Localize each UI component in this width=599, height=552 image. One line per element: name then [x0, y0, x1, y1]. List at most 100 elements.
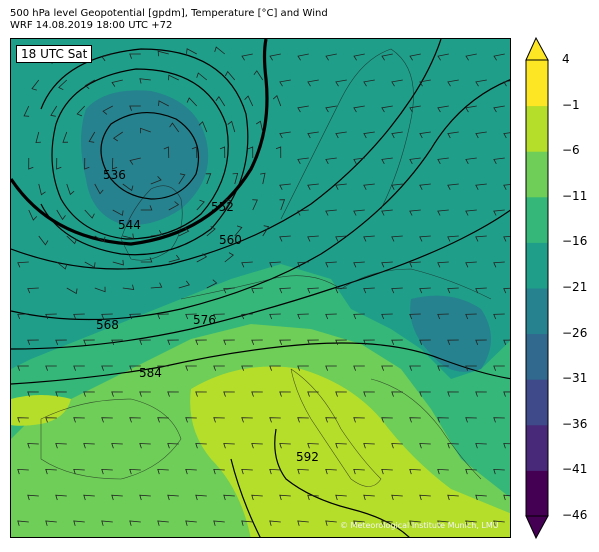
- wind-barb: [101, 313, 113, 320]
- colorbar-tick-label: 4: [562, 52, 570, 66]
- wind-barb: [391, 287, 403, 294]
- wind-barb: [325, 105, 337, 113]
- colorbar-band: [526, 424, 548, 471]
- wind-barb: [325, 468, 337, 475]
- wind-barb: [196, 253, 208, 263]
- wind-barb: [17, 365, 29, 371]
- wind-barb: [503, 184, 510, 190]
- coastline-italy: [290, 368, 382, 487]
- wind-barb: [493, 53, 505, 61]
- wind-barb: [297, 53, 309, 61]
- wind-barb: [297, 105, 309, 113]
- coastline-iberia: [40, 398, 182, 480]
- wind-barb: [475, 391, 487, 397]
- wind-barb: [409, 53, 421, 61]
- wind-barb: [17, 313, 29, 320]
- wind-barb: [247, 146, 254, 159]
- wind-barb: [28, 209, 38, 221]
- wind-barb: [84, 79, 95, 90]
- colorbar-band: [526, 151, 548, 198]
- wind-barb: [35, 131, 41, 144]
- wind-barb: [251, 287, 263, 294]
- wind-barb: [307, 391, 319, 397]
- wind-barb: [381, 520, 393, 526]
- wind-barb: [139, 443, 151, 449]
- wind-barb: [140, 257, 153, 263]
- contour-592b: [230, 458, 261, 537]
- wind-barb: [62, 131, 69, 143]
- wind-barb: [139, 391, 151, 397]
- wind-barb: [129, 105, 141, 111]
- wind-barb: [465, 157, 477, 164]
- wind-barb: [465, 53, 477, 61]
- wind-barb: [437, 157, 449, 164]
- wind-barb: [437, 261, 449, 268]
- wind-barb: [223, 443, 235, 449]
- wind-barb: [297, 417, 309, 423]
- wind-barb: [45, 468, 57, 475]
- wind-barb: [50, 105, 58, 117]
- wind-barb: [195, 443, 207, 449]
- wind-barb: [475, 183, 487, 190]
- wind-barb: [419, 443, 431, 449]
- wind-barb: [447, 131, 459, 139]
- wind-barb: [168, 254, 181, 263]
- wind-barb: [437, 53, 449, 61]
- colorbar-band: [526, 470, 548, 517]
- wind-barb: [219, 146, 226, 159]
- wind-barb: [27, 339, 39, 345]
- wind-barb: [493, 209, 505, 216]
- wind-barb: [307, 79, 319, 87]
- wind-barb: [150, 230, 163, 237]
- wind-barb: [111, 494, 123, 501]
- wind-barb: [83, 443, 95, 449]
- wind-barb: [112, 209, 124, 216]
- wind-barb: [45, 365, 57, 371]
- map-canvas: 536 544 552 560 568 576 584 592: [11, 39, 510, 537]
- wind-barb: [409, 468, 421, 475]
- wind-barb: [279, 391, 291, 397]
- copyright-text: © Meteorological Institute Munich, LMU: [340, 521, 499, 530]
- wind-barb: [279, 287, 291, 294]
- wind-barb: [381, 53, 393, 61]
- wind-barb: [353, 53, 365, 61]
- wind-barb: [335, 287, 347, 294]
- wind-barb: [157, 520, 169, 526]
- chart-title-line-1: 500 hPa level Geopotential [gpdm], Tempe…: [10, 8, 328, 19]
- contour-label-576: 576: [193, 313, 216, 327]
- wind-barb: [391, 235, 403, 242]
- wind-barb: [169, 122, 180, 133]
- wind-barb: [73, 468, 85, 475]
- wind-barb: [223, 494, 235, 501]
- wind-barb: [475, 79, 487, 87]
- wind-barb: [157, 417, 169, 423]
- wind-barb: [157, 468, 169, 475]
- wind-barb: [66, 183, 75, 196]
- wind-barb: [94, 183, 104, 195]
- wind-barb: [58, 79, 68, 91]
- wind-barb: [139, 494, 151, 501]
- wind-barb: [269, 520, 281, 526]
- wind-barb: [391, 443, 403, 449]
- wind-barb: [241, 313, 253, 320]
- wind-barb: [101, 520, 113, 526]
- wind-barb: [27, 391, 39, 397]
- wind-barb: [409, 209, 421, 216]
- contour-label-552: 552: [211, 200, 234, 214]
- colorbar-over-triangle: [525, 36, 549, 61]
- wind-barb: [129, 468, 141, 475]
- wind-barb: [335, 339, 347, 345]
- wind-barb: [140, 205, 153, 211]
- wind-barb: [391, 183, 403, 190]
- colorbar-band: [526, 105, 548, 152]
- wind-barb: [493, 261, 505, 268]
- wind-barb: [363, 443, 375, 449]
- colorbar-tick-label: −6: [562, 143, 580, 158]
- wind-barb: [139, 339, 151, 345]
- wind-barb: [279, 183, 291, 190]
- wind-barb: [206, 279, 218, 289]
- wind-barb: [150, 176, 162, 185]
- wind-barb: [335, 131, 347, 139]
- wind-barb: [178, 280, 190, 289]
- wind-barb: [419, 131, 431, 139]
